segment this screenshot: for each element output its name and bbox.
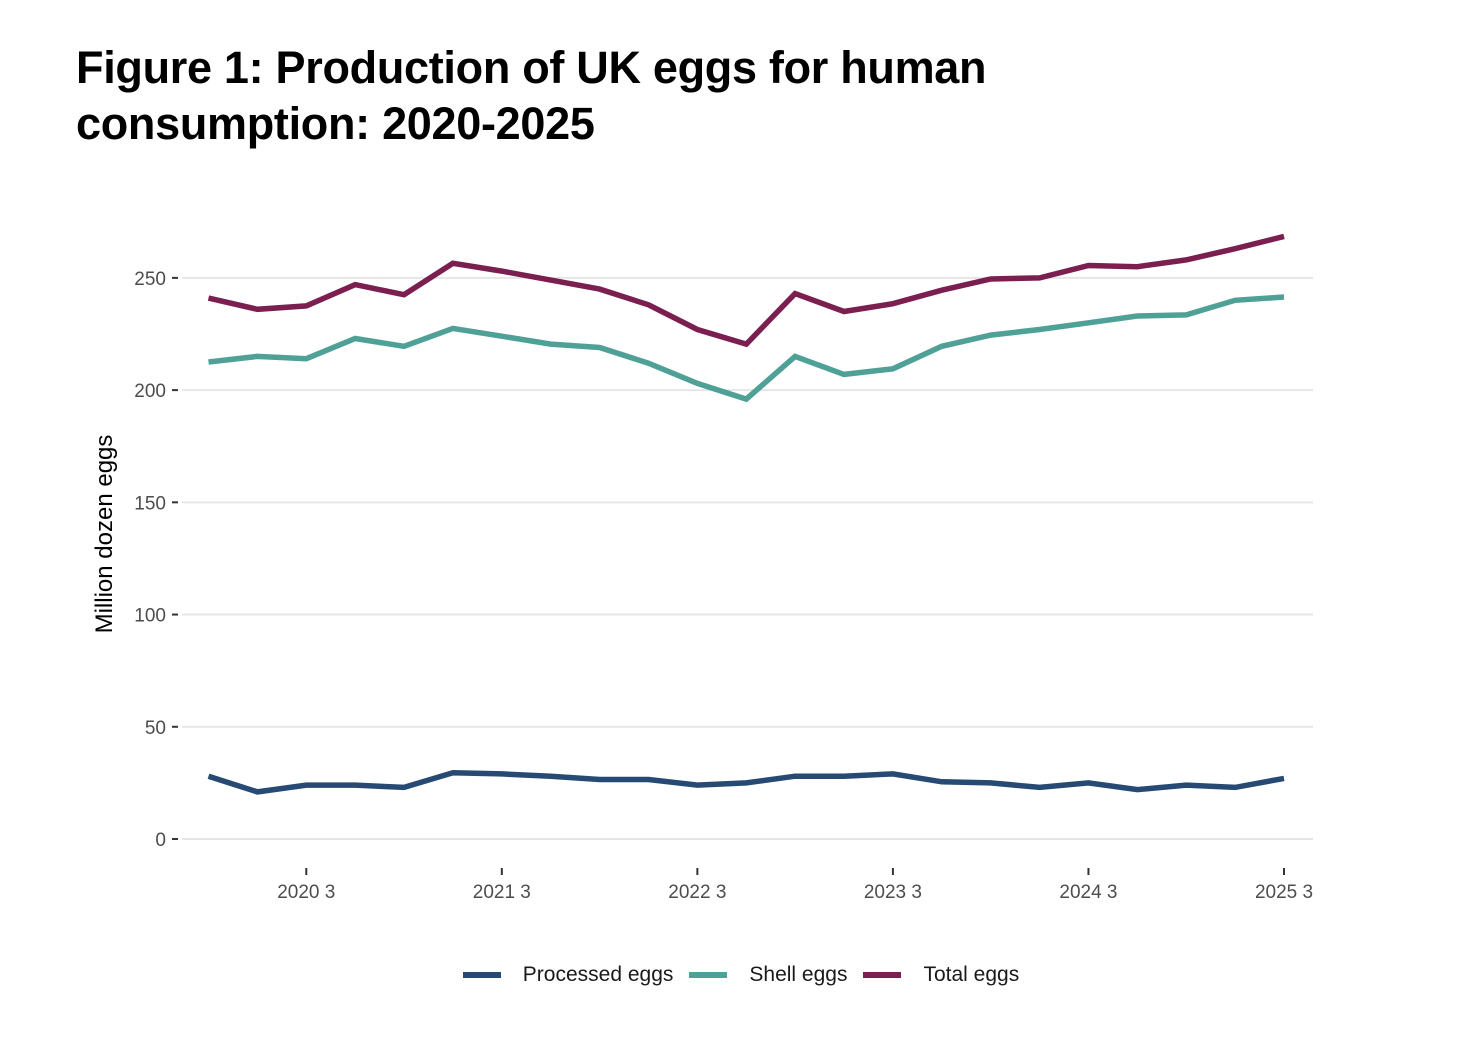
x-tick-label: 2024 3 — [1059, 882, 1117, 903]
series-line-total-eggs — [207, 233, 1285, 348]
x-tick-label: 2021 3 — [473, 882, 531, 903]
y-tick-label: 200 — [134, 381, 166, 402]
y-tick-label: 0 — [155, 830, 166, 851]
legend-item-total-eggs: Total eggs — [863, 963, 1019, 987]
legend-label: Total eggs — [923, 963, 1020, 986]
series-line-shell-eggs — [208, 294, 1285, 403]
x-axis: 2020 3 2021 3 2022 3 2023 3 2024 3 2025 3 — [277, 868, 1313, 903]
legend-swatch — [863, 972, 902, 978]
legend-label: Shell eggs — [749, 963, 848, 986]
series-lines — [207, 233, 1285, 795]
x-tick-label: 2020 3 — [277, 882, 335, 903]
y-axis-title: Million dozen eggs — [91, 435, 118, 634]
y-tick-label: 100 — [134, 606, 166, 627]
chart-title-line-2: consumption: 2020-2025 — [76, 98, 595, 149]
legend-label: Processed eggs — [522, 963, 674, 986]
series-line-processed-eggs — [207, 770, 1285, 795]
legend-item-shell-eggs: Shell eggs — [689, 963, 847, 987]
x-tick-label: 2023 3 — [864, 882, 922, 903]
y-axis: 0 50 100 150 200 250 — [134, 269, 178, 851]
x-tick-label: 2025 3 — [1255, 882, 1313, 903]
y-tick-label: 150 — [134, 493, 166, 514]
legend: Processed eggs Shell eggs Total eggs — [0, 958, 1462, 992]
legend-swatch — [689, 972, 728, 978]
gridlines — [182, 276, 1313, 840]
chart-title-line-1: Figure 1: Production of UK eggs for huma… — [76, 42, 987, 93]
legend-swatch — [462, 972, 501, 978]
chart-title: Figure 1: Production of UK eggs for huma… — [76, 40, 1176, 152]
y-tick-label: 50 — [145, 718, 166, 739]
y-tick-label: 250 — [134, 269, 166, 290]
x-tick-label: 2022 3 — [668, 882, 726, 903]
legend-item-processed-eggs: Processed eggs — [462, 963, 674, 987]
